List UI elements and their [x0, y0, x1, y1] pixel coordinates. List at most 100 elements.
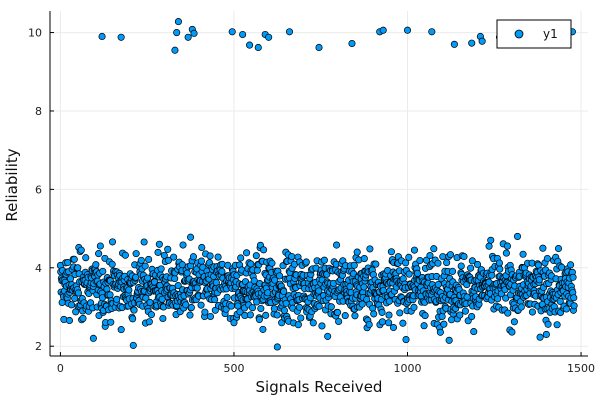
data-point [223, 293, 231, 301]
y-tick-label: 4 [35, 262, 42, 275]
data-point [302, 258, 310, 266]
data-point [227, 302, 235, 310]
data-point [190, 29, 198, 37]
data-point [402, 336, 410, 344]
data-point [108, 238, 117, 246]
data-point [74, 264, 82, 272]
data-point [517, 303, 525, 311]
data-point [416, 256, 424, 265]
data-point [157, 265, 165, 273]
data-point [385, 297, 393, 305]
data-point [556, 297, 564, 305]
data-point [164, 256, 172, 264]
data-point [89, 334, 97, 342]
data-point [141, 262, 149, 270]
data-point [447, 316, 456, 324]
data-point [222, 305, 230, 313]
data-point [372, 260, 380, 268]
data-point [145, 318, 153, 326]
data-point [243, 249, 251, 257]
data-point [318, 322, 326, 330]
data-point [379, 26, 387, 34]
data-point [478, 37, 486, 45]
data-point [440, 320, 448, 328]
data-point [206, 312, 215, 321]
data-point [197, 301, 205, 309]
data-point [468, 313, 476, 321]
data-point [189, 253, 197, 261]
data-point [309, 319, 317, 327]
data-point [147, 311, 155, 319]
data-point [113, 295, 121, 303]
data-point [504, 309, 512, 317]
data-point [461, 307, 469, 315]
data-point [378, 318, 386, 326]
data-point [335, 317, 343, 326]
data-point [230, 319, 238, 327]
data-point [265, 33, 273, 41]
data-point [214, 253, 222, 261]
data-point [315, 43, 323, 52]
data-point [341, 312, 349, 320]
axes: 0 500 1000 1500 2 4 6 8 10 [28, 11, 595, 375]
data-point [183, 269, 191, 277]
data-point [98, 32, 106, 41]
data-point [396, 309, 404, 317]
data-point [236, 308, 244, 316]
legend-box [496, 19, 572, 49]
y-tick-label: 8 [35, 105, 42, 118]
data-point [64, 258, 72, 267]
data-point [443, 259, 451, 267]
data-point [485, 242, 493, 250]
data-point [154, 248, 162, 256]
data-point [182, 301, 190, 309]
data-point [387, 248, 395, 256]
data-point [422, 256, 431, 264]
data-point [159, 314, 167, 323]
data-point [428, 28, 436, 36]
data-point [247, 260, 255, 268]
data-point [421, 312, 429, 320]
data-point [144, 274, 152, 282]
data-point [535, 276, 543, 284]
data-point [273, 311, 281, 319]
x-tick-label: 1000 [394, 362, 422, 375]
data-point [456, 311, 464, 319]
data-point [174, 282, 182, 290]
data-point [554, 245, 563, 253]
data-point [99, 267, 107, 275]
data-point [246, 41, 254, 49]
data-point [434, 259, 442, 267]
y-axis-title: Reliability [3, 148, 21, 221]
data-point [224, 261, 232, 269]
data-point [467, 264, 475, 272]
data-point [248, 304, 257, 312]
data-point [503, 242, 511, 250]
data-point [405, 253, 413, 261]
data-point [132, 250, 140, 258]
data-point [268, 259, 276, 267]
data-point [58, 298, 66, 307]
data-point [95, 250, 103, 258]
data-point [487, 236, 495, 244]
data-point [273, 343, 281, 351]
data-point [496, 265, 504, 273]
data-point [544, 320, 552, 328]
data-point [334, 308, 342, 316]
data-point [543, 254, 551, 263]
data-point [121, 251, 129, 259]
data-point [494, 295, 502, 303]
data-point [155, 240, 163, 248]
data-point [350, 261, 358, 269]
data-point [320, 256, 328, 264]
data-point [246, 311, 254, 319]
data-point [558, 263, 566, 271]
data-point [288, 252, 296, 261]
data-point [315, 287, 323, 295]
data-point [228, 28, 236, 36]
data-point [142, 294, 150, 302]
data-point [403, 26, 412, 34]
data-point [446, 251, 455, 259]
data-point [201, 308, 209, 316]
